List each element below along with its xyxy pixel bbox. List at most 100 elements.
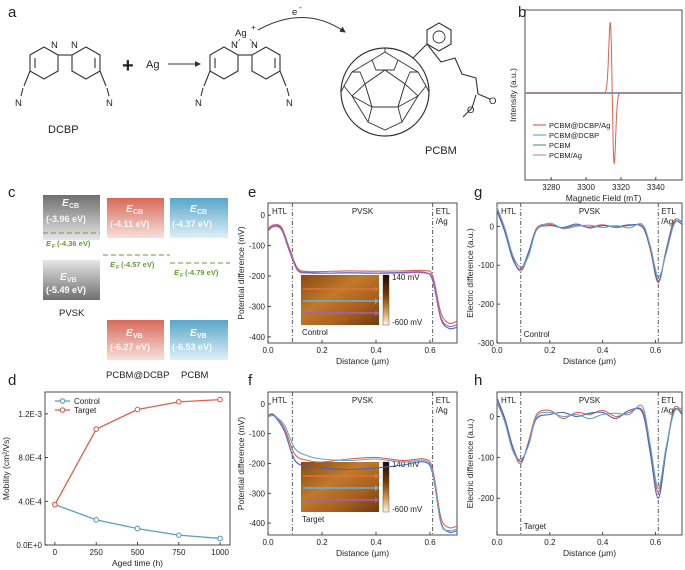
- electric-target-trace-line-1: [496, 400, 683, 493]
- pvsk-cb-value: (-3.96 eV): [46, 214, 86, 224]
- kpfm-target-scan-arrow: [375, 485, 379, 491]
- electric-control-sample-label: Control: [524, 330, 550, 339]
- electric-target-frame: [496, 391, 683, 536]
- ag-reactant: Ag: [146, 59, 159, 71]
- epr-legend-label: PCBM@DCBP: [549, 131, 599, 140]
- electric-control-trace-line-1: [496, 208, 683, 284]
- pcbm-label: PCBM: [425, 145, 457, 157]
- kpfm-target-x-tick-label: 0.4: [370, 538, 382, 547]
- kpfm-target-x-axis-title: Distance (μm): [336, 548, 389, 558]
- kpfm-target-y-axis-title: Potential difference (mV): [236, 417, 246, 511]
- mobility-legend-marker: [59, 398, 66, 404]
- pcbm-molecule: O O PCBM: [340, 22, 496, 157]
- panel-label-a: a: [8, 4, 17, 21]
- pcbm-cb-sub: CB: [197, 209, 207, 216]
- epr-frame: [524, 9, 683, 181]
- complex-n-left: N: [231, 40, 238, 51]
- mobility-x-tick-label: 250: [90, 548, 104, 557]
- kpfm-control-sample-label: Control: [302, 328, 328, 337]
- kpfm-target-scan-arrow: [375, 473, 379, 479]
- dcbp-ag-complex: N N Ag + N N: [195, 23, 293, 109]
- kpfm-target-kpfm-image: [301, 462, 379, 512]
- mobility-y-tick-label: 0.0E+0: [16, 541, 42, 550]
- mobility-x-tick-label: 1000: [211, 548, 229, 557]
- complex-n-right: N: [251, 40, 258, 51]
- epr-x-axis-title: Magnetic Field (mT): [566, 193, 642, 203]
- kpfm-target-trace-line-1: [267, 413, 458, 529]
- mobility-y-tick-label: 4.0E-4: [18, 497, 42, 506]
- kpfm-target-region-etl: ETL: [436, 396, 451, 405]
- mobility-point-control: [175, 532, 182, 539]
- pvsk-vb-sub: VB: [67, 277, 77, 284]
- pcbm-cb-value: (-4.37 eV): [172, 219, 212, 229]
- pcbm-dcbp-ef-value: (-4.57 eV): [121, 260, 155, 269]
- electric-control-x-tick-label: 0.2: [544, 346, 556, 355]
- pcbm-cb-block: [170, 198, 228, 238]
- pvsk-cb-e: E: [62, 198, 69, 209]
- kpfm-target-sample-label: Target: [302, 515, 325, 524]
- epr-chart: 3280 3300 3320 3340 Magnetic Field (mT) Inten…: [508, 9, 683, 203]
- dcbp-vb-e: E: [126, 328, 133, 339]
- electric-control-trace-line-2: [496, 210, 683, 282]
- pcbm-ef-sub: F: [180, 273, 184, 279]
- electric-target-region-htl: HTL: [501, 396, 517, 405]
- electric-control-x-tick-label: 0.4: [597, 346, 609, 355]
- kpfm-target-y-tick-label: 0: [261, 400, 266, 409]
- kpfm-target-colorbar: [382, 461, 390, 513]
- dcbp-ef-sub: F: [116, 265, 120, 271]
- kpfm-target-region-htl: HTL: [272, 396, 288, 405]
- ester-oxygen: O: [467, 105, 474, 116]
- kpfm-target-scan-arrow: [375, 497, 379, 503]
- electric-control-region-pvsk: PVSK: [579, 207, 601, 216]
- mobility-point-control: [134, 525, 141, 532]
- pvsk-vb-e: E: [60, 272, 67, 283]
- epr-legend-label: PCBM: [549, 141, 571, 150]
- pcbm-vb-block: [170, 320, 228, 360]
- mobility-frame: [44, 391, 231, 546]
- pcbm-dcbp-cb-value: (-4.11 eV): [110, 219, 150, 229]
- kpfm-target-y-tick-label: -400: [249, 519, 266, 528]
- electric-target-x-tick-label: 0.6: [650, 538, 662, 547]
- mobility-point-target: [52, 501, 58, 508]
- mobility-point-target: [175, 398, 182, 405]
- electric-target-x-tick-label: 0.4: [597, 538, 609, 547]
- mobility-x-tick-label: 500: [131, 548, 145, 557]
- kpfm-control-region-htl: HTL: [272, 207, 288, 216]
- electron-arrow: [257, 17, 346, 33]
- kpfm-control-trace-line-3: [267, 225, 458, 328]
- pvsk-name: PVSK: [59, 308, 85, 319]
- kpfm-control-colorbar-min: -600 mV: [392, 318, 423, 327]
- electric-control-y-tick-label: -200: [478, 300, 495, 309]
- pcbm-ef-value: (-4.79 eV): [185, 268, 219, 277]
- kpfm-control-region-pvsk: PVSK: [352, 207, 374, 216]
- electric-control-x-tick-label: 0.6: [650, 346, 662, 355]
- epr-x-tick-label: 3280: [542, 183, 560, 192]
- electric-target-trace-line-3: [496, 402, 683, 489]
- electric-control-y-tick-label: -300: [478, 339, 495, 348]
- epr-legend-label: PCBM/Ag: [549, 151, 582, 160]
- mobility-y-axis-title: Mobility (cm²/Vs): [1, 437, 11, 500]
- kpfm-control-x-tick-label: 0.2: [316, 346, 328, 355]
- kpfm-target-region-pvsk: PVSK: [352, 396, 374, 405]
- electric-target-region-etl: ETL: [661, 396, 676, 405]
- electric-control-y-tick-label: -100: [478, 261, 495, 270]
- electric-target-x-axis-title: Distance (μm): [563, 548, 616, 558]
- dcbp-n-right: N: [71, 40, 78, 51]
- mobility-point-control: [217, 535, 223, 542]
- kpfm-control-y-tick-label: -400: [249, 333, 266, 342]
- kpfm-target-x-tick-label: 0.0: [262, 538, 274, 547]
- panel-label-c: c: [8, 184, 16, 201]
- electric-target-y-axis-title: Electric difference (a.u.): [465, 419, 475, 509]
- energy-level-diagram: E E E CB CB CB (-3.96 eV) (-4.11 eV) (-4…: [43, 195, 230, 381]
- kpfm-control-colorbar: [382, 274, 390, 326]
- electric-target-region-pvsk: PVSK: [579, 396, 601, 405]
- electric-target-y-tick-label: 0: [490, 413, 495, 422]
- kpfm-potential-control-chart: 0.0 0.2 0.4 0.6 0 -100 -200 -300 -400 Distance (μ…: [236, 202, 458, 366]
- ag-ion: Ag: [235, 28, 247, 39]
- dcbp-cn-right: N: [106, 98, 113, 109]
- electric-control-region-ag: /Ag: [661, 217, 673, 226]
- panel-label-g: g: [474, 184, 482, 201]
- pcbm-dcbp-vb-value: (-6.27 eV): [110, 342, 150, 352]
- electric-target-x-tick-label: 0.0: [491, 538, 503, 547]
